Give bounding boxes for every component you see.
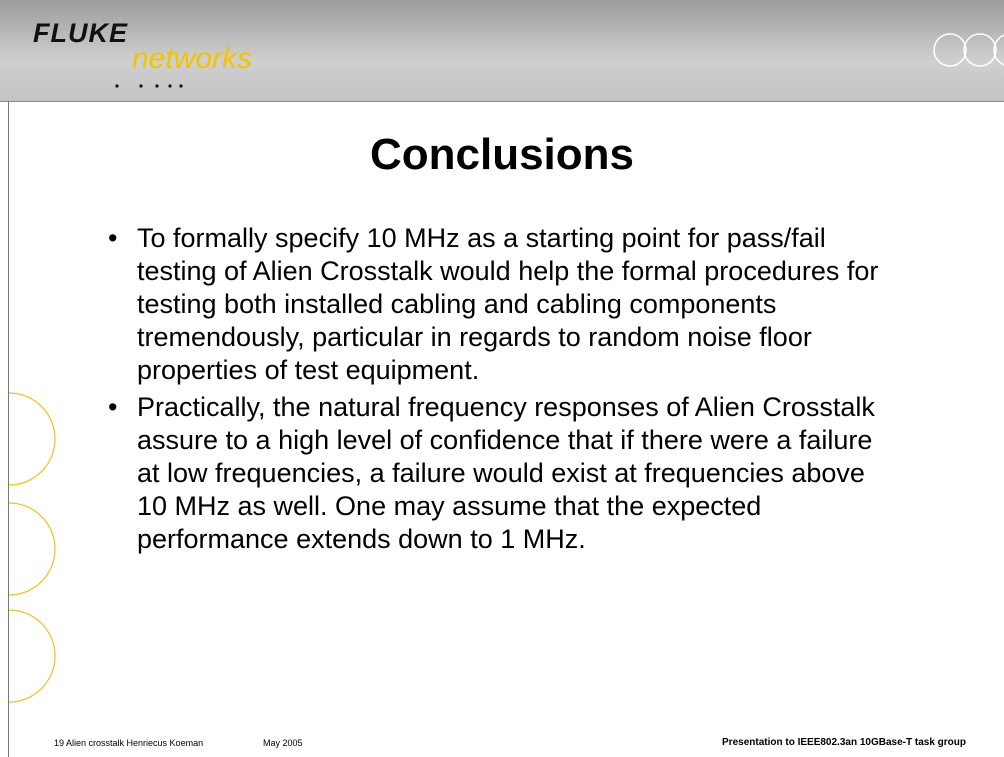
header-circles: [933, 33, 1004, 67]
left-rule: [8, 101, 9, 757]
logo-fluke: FLUKE: [33, 18, 128, 48]
bullet: To formally specify 10 MHz as a starting…: [108, 222, 898, 387]
side-arcs: [8, 392, 56, 703]
bullet: Practically, the natural frequency respo…: [108, 391, 898, 556]
footer-left: 19 Alien crosstalk Henriecus Koeman: [54, 738, 204, 748]
bullet-list: To formally specify 10 MHz as a starting…: [108, 222, 898, 560]
footer-date: May 2005: [263, 738, 303, 748]
logo-dots: [115, 84, 183, 88]
logo-networks: networks: [132, 42, 253, 75]
header-band: FLUKE networks: [0, 0, 1004, 102]
slide-title: Conclusions: [369, 130, 635, 179]
footer-right: Presentation to IEEE802.3an 10GBase-T ta…: [722, 737, 966, 748]
